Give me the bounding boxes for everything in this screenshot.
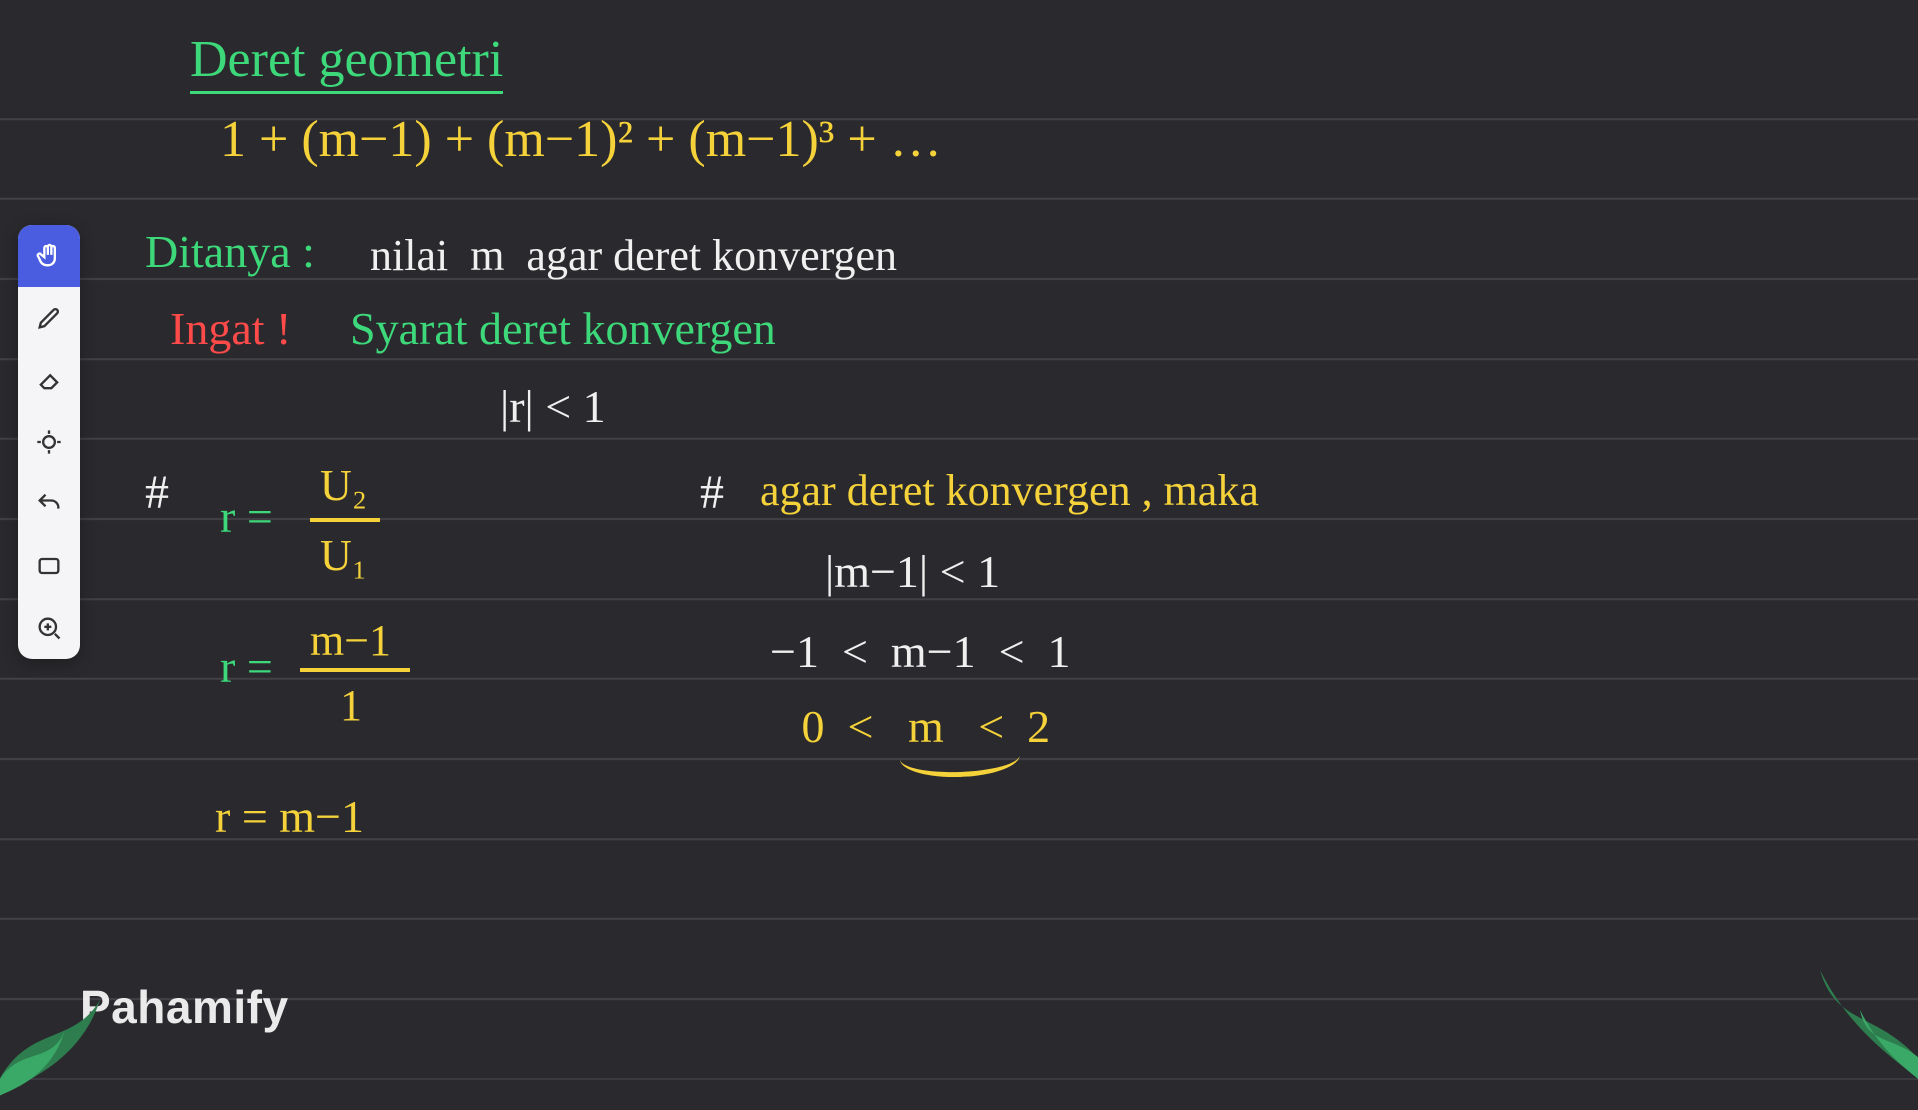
hw-ditanya_txt: nilai m agar deret konvergen — [370, 230, 897, 281]
undo-icon — [35, 490, 63, 518]
fraction-bar-1 — [300, 668, 410, 672]
hw-agar: agar deret konvergen , maka — [760, 465, 1259, 516]
hw-ingat_txt: Syarat deret konvergen — [350, 302, 776, 355]
hw-r_eq3: r = m−1 — [215, 790, 364, 843]
hw-hash1: # — [145, 465, 169, 520]
hw-abs_cond: |m−1| < 1 — [825, 545, 1000, 598]
tool-hand[interactable] — [18, 225, 80, 287]
fraction-bar-0 — [310, 518, 380, 522]
hw-r_frac1_den: U₁ — [320, 530, 367, 581]
tool-rect[interactable] — [18, 535, 80, 597]
hw-ditanya_lbl: Ditanya : — [145, 225, 315, 278]
target-icon — [35, 428, 63, 456]
hw-r_eq1_lhs: r = — [220, 490, 273, 543]
hw-r_eq2_lhs: r = — [220, 640, 273, 693]
hw-r_frac2_num: m−1 — [310, 615, 391, 666]
hw-r_frac1_num: U₂ — [320, 460, 367, 511]
hw-ineq1: −1 < m−1 < 1 — [770, 625, 1071, 678]
logo-text: Pahamify — [80, 981, 289, 1033]
tool-target[interactable] — [18, 411, 80, 473]
tool-undo[interactable] — [18, 473, 80, 535]
hw-r_frac2_den: 1 — [340, 680, 362, 731]
tool-zoom-in[interactable] — [18, 597, 80, 659]
tool-eraser[interactable] — [18, 349, 80, 411]
hw-series: 1 + (m−1) + (m−1)² + (m−1)³ + … — [220, 110, 942, 169]
hw-hash2: # — [700, 465, 724, 520]
brand-logo: Pahamify — [80, 980, 289, 1034]
zoom-in-icon — [35, 614, 63, 642]
eraser-icon — [35, 366, 63, 394]
hw-ingat_cond: |r| < 1 — [500, 380, 606, 433]
hw-title: Deret geometri — [190, 30, 503, 94]
left-toolbar — [18, 225, 80, 659]
hand-icon — [35, 242, 63, 270]
tool-pen[interactable] — [18, 287, 80, 349]
pen-icon — [35, 304, 63, 332]
rect-icon — [35, 552, 63, 580]
hw-ineq2: 0 < m < 2 — [790, 700, 1050, 753]
hw-ingat_lbl: Ingat ! — [170, 302, 291, 355]
